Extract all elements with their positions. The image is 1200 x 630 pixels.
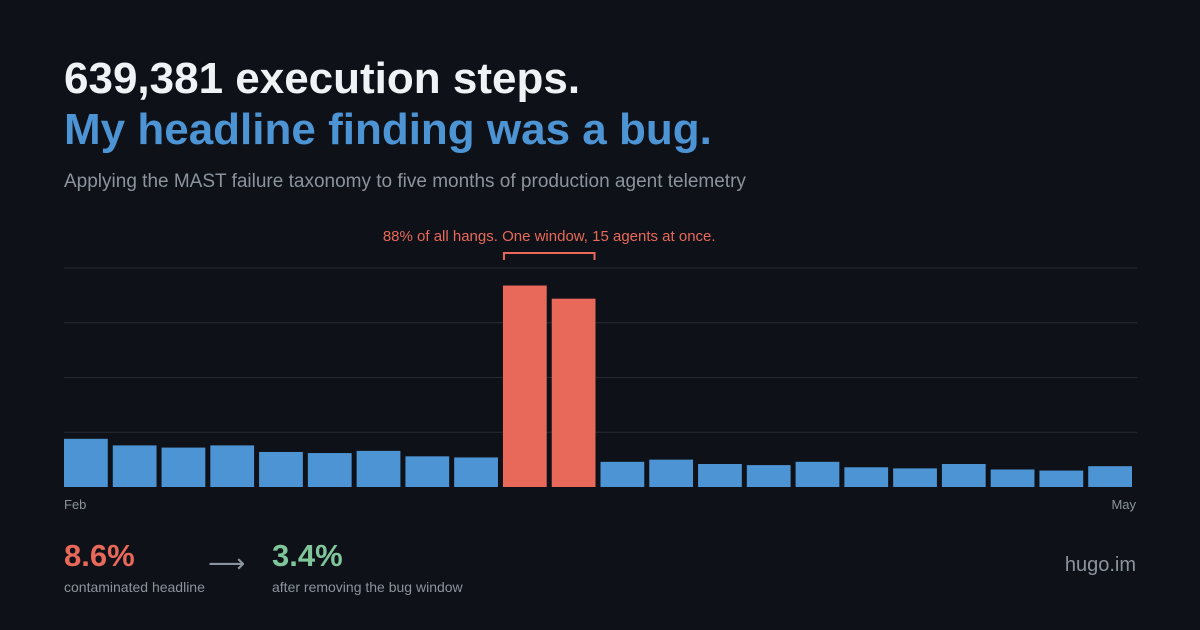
bar xyxy=(259,451,303,487)
x-axis-start-label: Feb xyxy=(64,497,86,512)
bar xyxy=(405,456,450,487)
headline-line2: My headline finding was a bug. xyxy=(64,105,712,154)
chart-bars xyxy=(64,285,1132,488)
bar xyxy=(356,450,401,487)
subtitle: Applying the MAST failure taxonomy to fi… xyxy=(64,171,746,192)
after-stat-label: after removing the bug window xyxy=(272,579,463,595)
annotation-text: 88% of all hangs. One window, 15 agents … xyxy=(383,228,716,245)
bar xyxy=(893,468,937,487)
arrow-right-icon: ⟶ xyxy=(208,548,246,578)
bar xyxy=(795,461,840,487)
x-axis-end-label: May xyxy=(1111,497,1136,512)
bar xyxy=(600,461,645,487)
bar xyxy=(746,465,791,487)
bar xyxy=(210,445,255,487)
bar xyxy=(698,464,742,487)
annotation-bracket xyxy=(502,252,596,260)
bar xyxy=(844,467,889,487)
before-stat-label: contaminated headline xyxy=(64,579,205,595)
bar xyxy=(990,469,1035,487)
bar xyxy=(161,447,206,487)
bar-highlighted xyxy=(551,298,596,487)
headline-line1: 639,381 execution steps. xyxy=(64,54,581,103)
bar xyxy=(649,459,694,488)
after-stat-value: 3.4% xyxy=(272,538,343,573)
chart-gridlines xyxy=(64,267,1137,433)
bar xyxy=(112,445,157,487)
bar xyxy=(1039,470,1084,487)
brand-link[interactable]: hugo.im xyxy=(1064,554,1136,576)
bar xyxy=(941,464,986,487)
bar-highlighted xyxy=(502,285,547,487)
bar xyxy=(64,438,108,487)
bar xyxy=(454,457,498,488)
before-stat-value: 8.6% xyxy=(64,538,135,573)
bar xyxy=(307,453,352,488)
bar xyxy=(1088,466,1132,487)
